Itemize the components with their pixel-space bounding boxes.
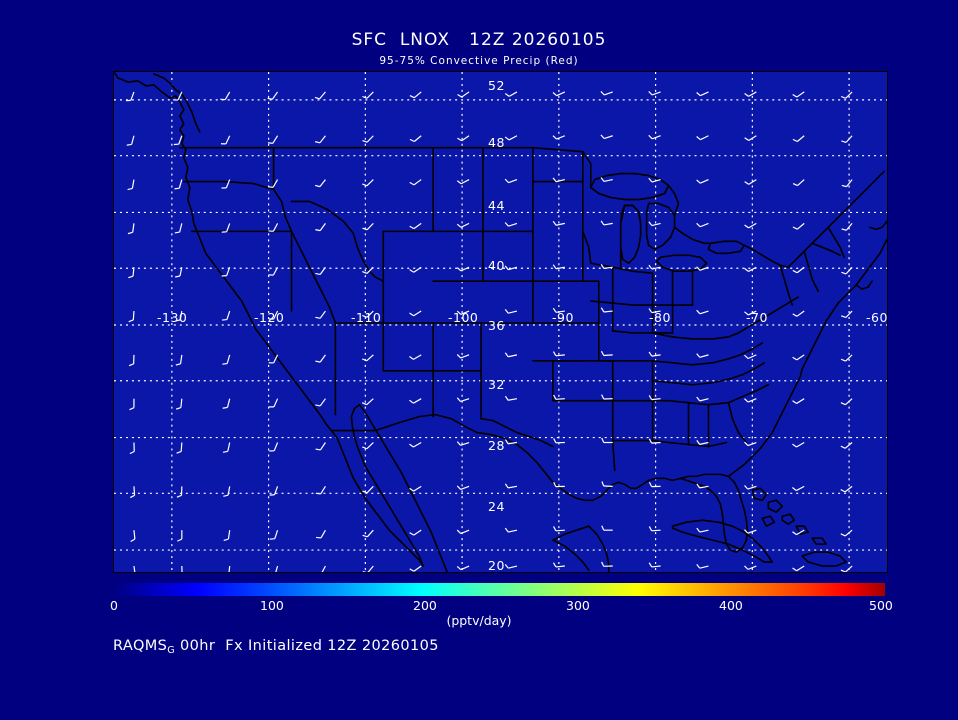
lat-label-32: 32 xyxy=(488,377,505,392)
lat-label-48: 48 xyxy=(488,135,505,150)
lat-label-24: 24 xyxy=(488,499,505,514)
colorbar-unit-label: (pptv/day) xyxy=(446,613,512,628)
lon-label-100: -100 xyxy=(448,310,479,325)
lon-label-90: -90 xyxy=(552,310,574,325)
colorbar-tick-0: 0 xyxy=(110,598,118,613)
colorbar-gradient xyxy=(113,583,885,596)
lat-label-20: 20 xyxy=(488,558,505,573)
lon-label-70: -70 xyxy=(746,310,768,325)
model-subscript: G xyxy=(167,645,176,656)
colorbar-tick-400: 400 xyxy=(719,598,743,613)
page-title: SFC LNOX 12Z 20260105 xyxy=(351,30,607,50)
lat-label-28: 28 xyxy=(488,438,505,453)
lat-label-44: 44 xyxy=(488,198,505,213)
colorbar-tick-300: 300 xyxy=(566,598,590,613)
lat-label-36: 36 xyxy=(488,318,505,333)
map-panel xyxy=(113,71,888,573)
colorbar xyxy=(113,583,885,596)
footer-text: 00hr Fx Initialized 12Z 20260105 xyxy=(175,638,439,654)
colorbar-tick-500: 500 xyxy=(869,598,893,613)
lon-label-120: -120 xyxy=(254,310,285,325)
lon-label-80: -80 xyxy=(649,310,671,325)
colorbar-tick-100: 100 xyxy=(260,598,284,613)
coastlines xyxy=(114,72,887,572)
lat-label-52: 52 xyxy=(488,78,505,93)
map-canvas xyxy=(114,72,887,572)
lon-label-60: -60 xyxy=(866,310,888,325)
lon-label-110: -110 xyxy=(351,310,382,325)
lat-label-40: 40 xyxy=(488,258,505,273)
model-name: RAQMS xyxy=(113,638,168,654)
footer-caption: RAQMSG 00hr Fx Initialized 12Z 20260105 xyxy=(113,638,439,656)
lon-label-130: -130 xyxy=(157,310,188,325)
page-subtitle: 95-75% Convective Precip (Red) xyxy=(379,55,579,67)
colorbar-tick-200: 200 xyxy=(413,598,437,613)
